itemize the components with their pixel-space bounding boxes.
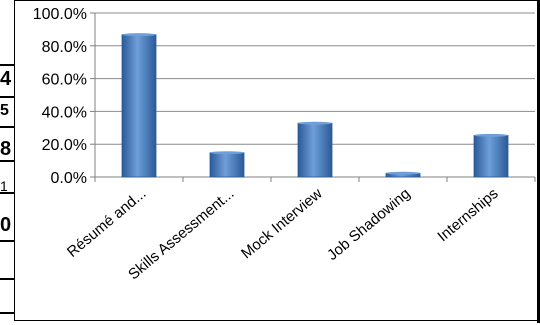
bar [209, 152, 245, 178]
table-rule [0, 64, 16, 66]
table-cell-text: 0 [0, 214, 12, 236]
y-tick-label: 100.0% [33, 6, 87, 23]
table-cell-text: 1 [0, 178, 8, 194]
table-rule [0, 278, 16, 280]
frame-border [537, 0, 540, 323]
table-rule [0, 240, 16, 242]
x-tick-label: Mock Interview [238, 185, 326, 262]
table-cell-text: 5 [0, 102, 9, 119]
table-rule [0, 126, 16, 128]
table-rule [0, 192, 16, 194]
x-tick-label: Internships [434, 185, 501, 245]
bar-cap [474, 133, 508, 137]
adjacent-table-fragment: 4 5 8 1 0 [0, 0, 16, 323]
y-tick-label: 0.0% [51, 170, 87, 187]
y-tick-label: 40.0% [42, 104, 87, 121]
x-tick-label: Résumé and... [64, 185, 150, 261]
bar-cap [298, 121, 332, 125]
bar-chart: 100.0% 80.0% 60.0% 40.0% 20.0% 0.0%Résumé and… [33, 6, 536, 283]
y-tick-label: 20.0% [42, 137, 87, 154]
bar [121, 34, 157, 178]
table-cell-text: 4 [0, 68, 12, 90]
y-tick-label: 80.0% [42, 39, 87, 56]
table-rule [0, 312, 16, 314]
table-cell-text: 8 [0, 138, 12, 160]
bar-cap [122, 33, 156, 37]
table-rule [0, 160, 16, 162]
bar-cap [386, 171, 420, 175]
bar [297, 122, 333, 178]
y-tick-label: 60.0% [42, 72, 87, 89]
chart-frame: 100.0% 80.0% 60.0% 40.0% 20.0% 0.0% Résumé and… [14, 0, 538, 321]
table-rule [0, 96, 16, 98]
x-tick-label: Job Shadowing [324, 185, 414, 264]
bar [473, 134, 509, 178]
bar-cap [210, 151, 244, 155]
